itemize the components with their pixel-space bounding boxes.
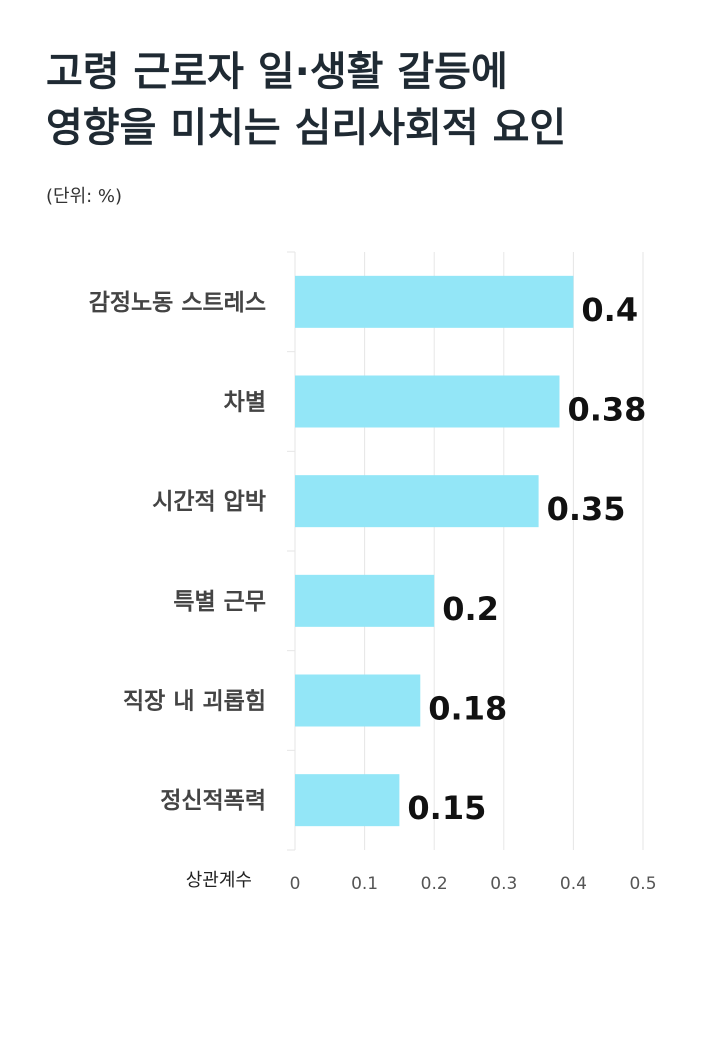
title-line-2: 영향을 미치는 심리사회적 요인: [46, 105, 567, 151]
value-label-4: 0.18: [428, 690, 507, 728]
category-label-3: 특별 근무: [173, 589, 266, 615]
bar-5: [295, 774, 400, 827]
label-layer: 감정노동 스트레스 0.4 차별 0.38 시간적 압박 0.35 특별 근무 0.2 직장 내…: [89, 290, 647, 827]
bar-layer: [295, 275, 574, 827]
bar-0: [295, 275, 574, 328]
x-tick-label-4: 0.4: [560, 874, 587, 894]
bar-2: [295, 475, 539, 528]
x-axis-title: 상관계수: [186, 870, 252, 891]
value-label-2: 0.35: [547, 490, 626, 528]
value-label-3: 0.2: [442, 590, 499, 628]
unit-label: (단위: %): [46, 186, 123, 207]
bar-3: [295, 574, 435, 627]
category-label-0: 감정노동 스트레스: [89, 290, 266, 316]
value-label-5: 0.15: [407, 789, 486, 827]
x-tick-label-1: 0.1: [351, 874, 378, 894]
grid-layer: [287, 251, 644, 851]
x-tick-label-0: 0: [290, 874, 301, 894]
category-label-2: 시간적 압박: [152, 489, 266, 515]
x-tick-label-2: 0.2: [421, 874, 448, 894]
x-tick-label-3: 0.3: [490, 874, 517, 894]
tick-layer: 0 0.1 0.2 0.3 0.4 0.5: [290, 874, 657, 894]
value-label-1: 0.38: [567, 391, 646, 429]
bar-4: [295, 674, 421, 727]
title-line-1: 고령 근로자 일·생활 갈등에: [46, 49, 508, 95]
page-title: 고령 근로자 일·생활 갈등에 영향을 미치는 심리사회적 요인: [46, 44, 706, 156]
category-label-5: 정신적폭력: [160, 788, 266, 814]
category-label-1: 차별: [224, 390, 266, 416]
bar-1: [295, 375, 560, 428]
x-tick-label-5: 0.5: [629, 874, 656, 894]
category-label-4: 직장 내 괴롭힘: [123, 689, 266, 715]
value-label-0: 0.4: [581, 291, 638, 329]
